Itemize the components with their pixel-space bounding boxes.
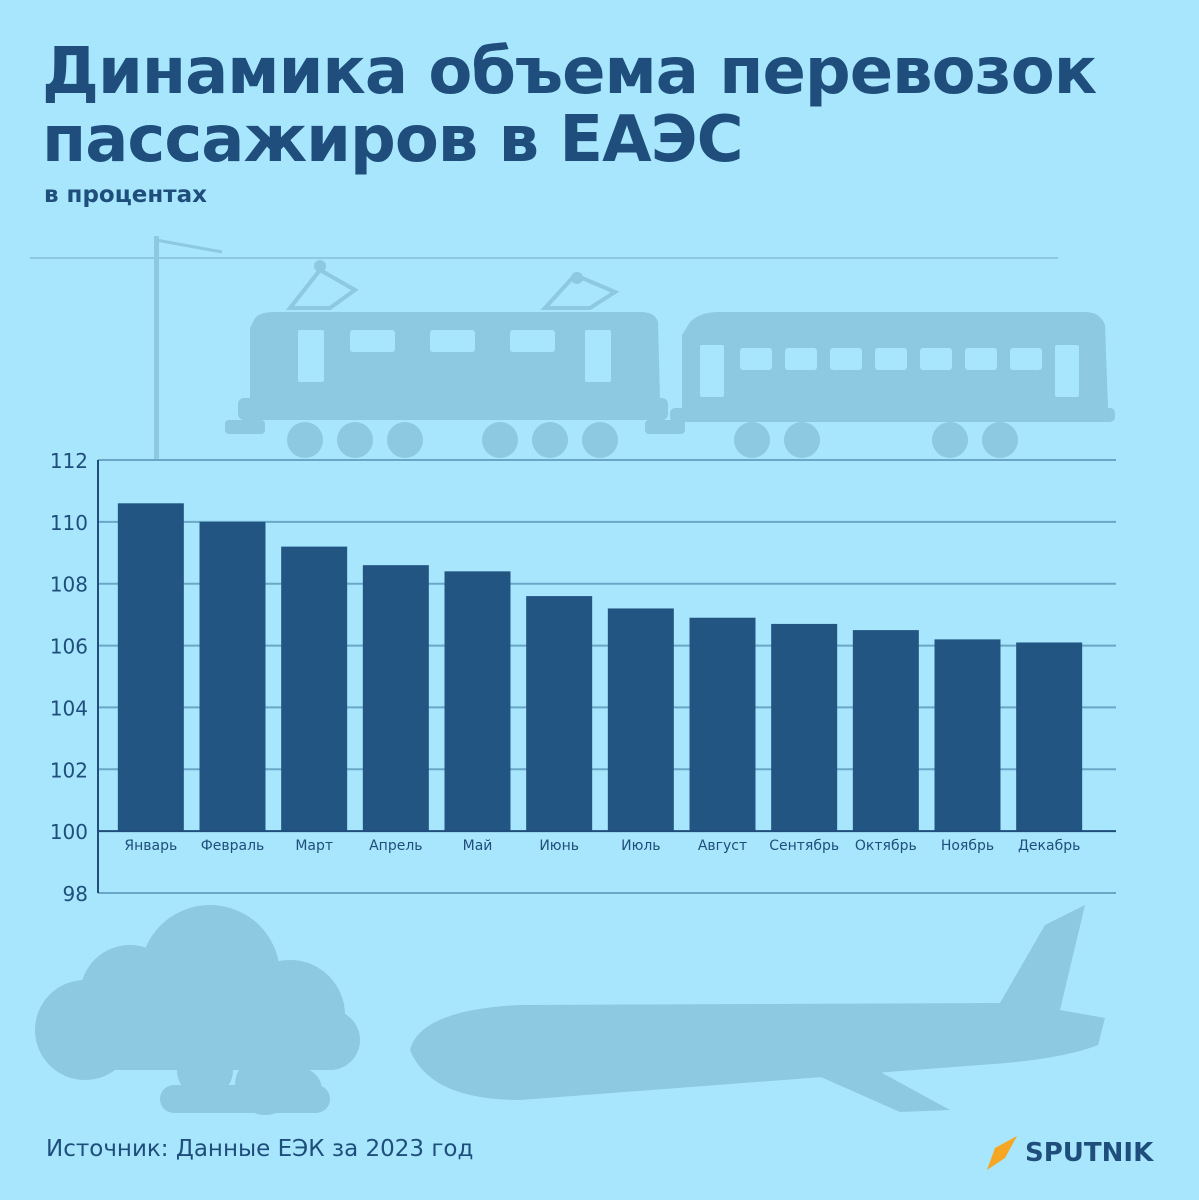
bar (199, 521, 266, 832)
catenary-pole (154, 236, 159, 460)
bar (526, 596, 593, 832)
source-note: Источник: Данные ЕЭК за 2023 год (46, 1136, 474, 1162)
sputnik-logo-icon (987, 1136, 1017, 1170)
y-tick-label: 106 (50, 635, 88, 659)
chart-subtitle: в процентах (44, 182, 207, 208)
bar (934, 639, 1001, 832)
x-tick-label: Май (463, 838, 493, 854)
y-tick-label: 110 (50, 511, 88, 535)
bar (607, 608, 674, 832)
bar (689, 617, 756, 832)
sputnik-logo: SPUTNIK (985, 1133, 1153, 1173)
x-tick-label: Март (295, 838, 333, 854)
bar (1016, 642, 1083, 832)
cloud-icon (35, 905, 360, 1115)
x-tick-label: Октябрь (855, 838, 917, 854)
y-tick-label: 102 (50, 758, 88, 782)
logo-text: SPUTNIK (1025, 1138, 1154, 1168)
x-tick-label: Июль (621, 838, 660, 854)
y-tick-label: 112 (50, 449, 88, 473)
x-tick-label: Декабрь (1018, 838, 1080, 854)
x-tick-label: Февраль (201, 838, 265, 854)
x-tick-label: Январь (124, 838, 177, 854)
x-tick-label: Август (698, 838, 747, 854)
x-tick-label: Апрель (369, 838, 422, 854)
y-tick-label: 104 (50, 696, 88, 720)
bar (281, 546, 348, 832)
page-title: Динамика объема перевозок пассажиров в Е… (42, 35, 1097, 177)
bar (444, 571, 511, 832)
y-tick-label: 108 (50, 573, 88, 597)
bar (362, 565, 429, 832)
bar (771, 623, 838, 832)
y-tick-label: 100 (50, 820, 88, 844)
passenger-car-icon (670, 312, 1115, 458)
airplane-icon (410, 905, 1105, 1112)
bar (117, 503, 184, 832)
x-tick-label: Сентябрь (769, 838, 839, 854)
y-tick-label: 98 (63, 882, 88, 906)
bar (852, 630, 919, 832)
x-tick-label: Июнь (539, 838, 579, 854)
locomotive-icon (225, 260, 685, 458)
x-tick-label: Ноябрь (941, 838, 994, 854)
